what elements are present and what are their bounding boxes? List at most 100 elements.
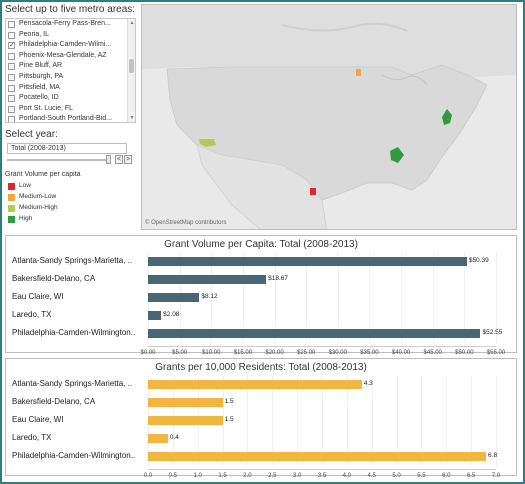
x-axis-line xyxy=(148,346,496,347)
x-tick-label: $20.00 xyxy=(265,350,284,356)
grant-volume-chart: Grant Volume per Capita: Total (2008-201… xyxy=(5,235,517,356)
chart-title: Grant Volume per Capita: Total (2008-201… xyxy=(164,239,358,250)
metro-option[interactable]: Pocatello, ID xyxy=(6,93,135,104)
x-tick-label: 2.0 xyxy=(243,473,252,479)
grants-per-resident-chart: Grants per 10,000 Residents: Total (2008… xyxy=(5,358,517,479)
bar[interactable] xyxy=(148,416,223,425)
year-slider-track[interactable] xyxy=(7,159,107,161)
hudson-bay-outline xyxy=(281,22,408,32)
gridline xyxy=(337,253,339,343)
checkbox-icon[interactable] xyxy=(8,84,15,92)
checkbox-checked-icon[interactable]: ✓ xyxy=(8,42,15,50)
legend-title: Grant Volume per capita xyxy=(5,171,81,178)
scroll-up-icon[interactable]: ▲ xyxy=(129,20,135,26)
checkbox-icon[interactable] xyxy=(8,95,15,103)
gridline xyxy=(421,376,423,466)
bar[interactable] xyxy=(148,257,467,266)
bar[interactable] xyxy=(148,380,362,389)
scroll-thumb[interactable] xyxy=(129,59,134,73)
legend-swatch xyxy=(8,194,15,201)
scroll-down-icon[interactable]: ▼ xyxy=(129,115,135,121)
marker-bakersfield[interactable] xyxy=(199,139,216,147)
category-label: Philadelphia-Camden-Wilmington.. xyxy=(12,328,136,337)
x-tick-label: $35.00 xyxy=(360,350,379,356)
year-slider-handle[interactable] xyxy=(106,155,111,164)
metro-option[interactable]: Portland-South Portland-Bid... xyxy=(6,114,135,122)
checkbox-icon[interactable] xyxy=(8,116,15,122)
x-tick-label: 0.5 xyxy=(168,473,178,479)
gridline xyxy=(211,253,213,343)
metro-listbox[interactable]: Pensacola-Ferry Pass-Bren... Peoria, IL ✓ P… xyxy=(5,18,136,123)
x-tick-label: 6.5 xyxy=(466,473,476,479)
metro-option[interactable]: Pittsfield, MA xyxy=(6,83,135,94)
legend-swatch xyxy=(8,183,15,190)
metro-option-label: Philadelphia-Camden-Wilmi... xyxy=(19,41,112,49)
bar-value-label: 0.4 xyxy=(169,434,179,441)
x-tick-label: 1.0 xyxy=(193,473,202,479)
gridline xyxy=(247,376,249,466)
x-tick-label: 5.5 xyxy=(417,473,426,479)
x-tick-label: $50.00 xyxy=(455,350,474,356)
x-tick-label: 0.0 xyxy=(143,473,153,479)
metro-option[interactable]: Pittsburgh, PA xyxy=(6,72,135,83)
x-tick-label: $25.00 xyxy=(296,350,316,356)
metro-option-label: Pocatello, ID xyxy=(19,94,59,102)
map-attribution: © OpenStreetMap contributors xyxy=(145,220,227,226)
canada-region xyxy=(142,5,516,77)
bar[interactable] xyxy=(148,452,487,461)
marker-eau-claire[interactable] xyxy=(356,69,361,76)
legend-label: Medium-Low xyxy=(19,193,57,200)
checkbox-icon[interactable] xyxy=(8,52,15,60)
x-tick-label: $10.00 xyxy=(202,350,221,356)
category-label: Bakersfield-Delano, CA xyxy=(12,274,96,283)
year-filter-title: Select year: xyxy=(5,129,58,140)
metro-option[interactable]: Pensacola-Ferry Pass-Bren... xyxy=(6,19,135,30)
year-next-button[interactable]: > xyxy=(124,155,132,164)
bar[interactable] xyxy=(148,293,200,302)
metro-option-label: Port St. Lucie, FL xyxy=(19,104,74,112)
x-tick-label: $5.00 xyxy=(172,350,188,356)
x-tick-label: 7.0 xyxy=(491,473,501,479)
category-label: Eau Claire, WI xyxy=(12,292,64,301)
gridline xyxy=(369,253,371,343)
metro-filter-title: Select up to five metro areas: xyxy=(5,4,136,15)
metro-list-scrollbar[interactable]: ▲ ▼ xyxy=(127,19,135,122)
bar[interactable] xyxy=(148,434,168,443)
metro-option[interactable]: Port St. Lucie, FL xyxy=(6,104,135,115)
year-select[interactable]: Total (2008-2013) xyxy=(7,143,127,154)
gridline xyxy=(464,253,466,343)
checkbox-icon[interactable] xyxy=(8,105,15,113)
legend-item-medium-high: Medium-High xyxy=(8,204,58,213)
marker-atlanta[interactable] xyxy=(390,147,404,163)
gridline xyxy=(432,253,434,343)
metro-option[interactable]: Peoria, IL xyxy=(6,30,135,41)
x-tick-label: $30.00 xyxy=(328,350,347,356)
metro-map[interactable]: © OpenStreetMap contributors xyxy=(141,4,517,230)
bar[interactable] xyxy=(148,275,267,284)
gridline xyxy=(371,376,373,466)
bar-value-label: 1.5 xyxy=(224,398,234,405)
bar[interactable] xyxy=(148,311,162,320)
checkbox-icon[interactable] xyxy=(8,73,15,81)
legend-item-medium-low: Medium-Low xyxy=(8,193,56,202)
checkbox-icon[interactable] xyxy=(8,63,15,71)
gridline xyxy=(496,253,497,343)
metro-option[interactable]: ✓ Philadelphia-Camden-Wilmi... xyxy=(6,40,135,51)
bar[interactable] xyxy=(148,398,223,407)
x-tick-label: $0.00 xyxy=(140,350,156,356)
marker-philadelphia[interactable] xyxy=(442,109,452,125)
metro-option[interactable]: Pine Bluff, AR xyxy=(6,61,135,72)
x-tick-label: 4.5 xyxy=(367,473,376,479)
metro-option-label: Peoria, IL xyxy=(19,30,49,38)
x-tick-label: $40.00 xyxy=(391,350,411,356)
metro-option[interactable]: Phoenix-Mesa-Glendale, AZ xyxy=(6,51,135,62)
year-prev-button[interactable]: < xyxy=(115,155,123,164)
marker-laredo[interactable] xyxy=(310,188,316,195)
x-tick-label: 2.5 xyxy=(268,473,277,479)
x-tick-label: $45.00 xyxy=(423,350,442,356)
checkbox-icon[interactable] xyxy=(8,21,15,28)
bar[interactable] xyxy=(148,329,481,338)
category-label: Eau Claire, WI xyxy=(12,415,64,424)
checkbox-icon[interactable] xyxy=(8,31,15,39)
